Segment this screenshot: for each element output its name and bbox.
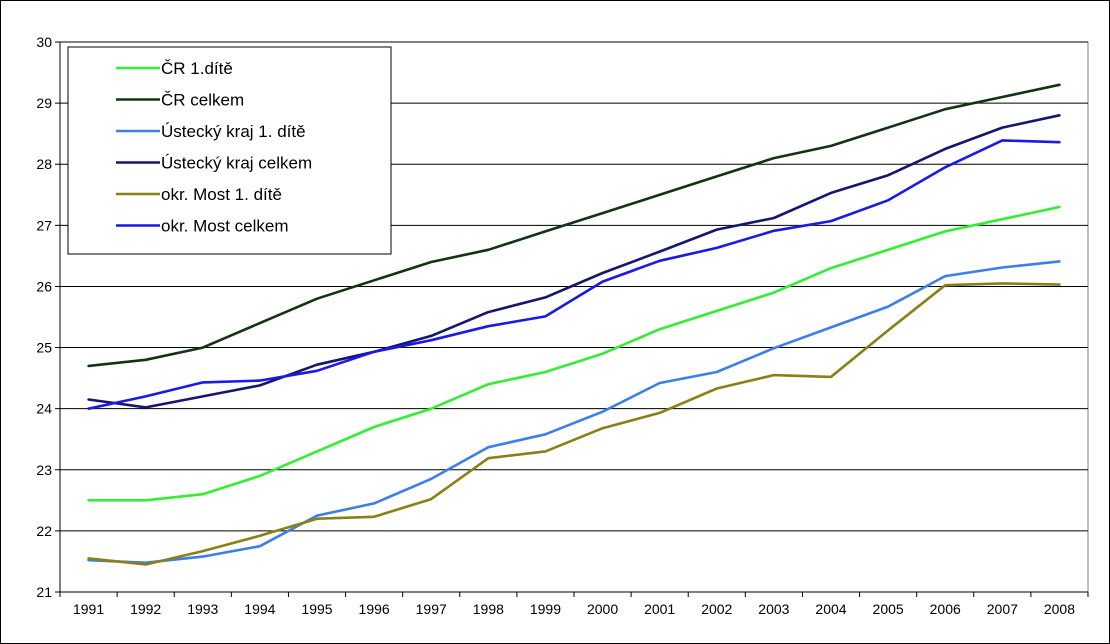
x-tick-label: 2002	[701, 601, 732, 617]
y-tick-label: 30	[36, 34, 52, 50]
x-tick-label: 2008	[1044, 601, 1075, 617]
series-lines	[87, 83, 1061, 566]
x-tick-label: 1992	[130, 601, 161, 617]
y-tick-label: 21	[36, 584, 52, 600]
x-tick-label: 1994	[244, 601, 275, 617]
legend: ČR 1.dítě ČR celkem Ústecký kraj 1. dítě Ús…	[67, 46, 392, 255]
legend-box	[67, 46, 392, 255]
x-tick-label: 1999	[530, 601, 561, 617]
x-tick-label: 2003	[758, 601, 789, 617]
x-tick-label: 1993	[187, 601, 218, 617]
x-tick-label: 1991	[73, 601, 104, 617]
y-tick-label: 29	[36, 95, 52, 111]
y-tick-label: 26	[36, 278, 52, 294]
y-tick-label: 25	[36, 340, 52, 356]
series-line	[87, 139, 1061, 411]
x-tick-label: 2005	[873, 601, 904, 617]
y-tick-label: 23	[36, 462, 52, 478]
series-line	[87, 282, 1061, 566]
y-tick-label: 24	[36, 401, 52, 417]
legend-label: ČR 1.dítě	[161, 59, 233, 78]
x-tick-label: 1997	[416, 601, 447, 617]
x-tick-label: 2006	[930, 601, 961, 617]
axes: 21 22 23 24 25 26 27 28 29 30 1991 1992 1993 1994 1995…	[36, 34, 1089, 617]
legend-label: okr. Most celkem	[161, 217, 289, 236]
legend-label: Ústecký kraj celkem	[161, 154, 312, 173]
x-tick-label: 1998	[473, 601, 504, 617]
legend-label: Ústecký kraj 1. dítě	[161, 122, 306, 141]
series-line	[87, 114, 1061, 409]
series-line	[87, 83, 1061, 368]
series-line	[87, 205, 1061, 502]
x-tick-label: 1996	[359, 601, 390, 617]
legend-label: okr. Most 1. dítě	[161, 185, 282, 204]
y-tick-label: 27	[36, 217, 52, 233]
x-tick-label: 2007	[987, 601, 1018, 617]
x-tick-label: 2000	[587, 601, 618, 617]
x-tick-label: 1995	[301, 601, 332, 617]
y-tick-label: 22	[36, 523, 52, 539]
x-tick-label: 2001	[644, 601, 675, 617]
x-tick-label: 2004	[815, 601, 846, 617]
y-tick-label: 28	[36, 156, 52, 172]
legend-label: ČR celkem	[161, 91, 244, 110]
series-line	[87, 260, 1061, 565]
